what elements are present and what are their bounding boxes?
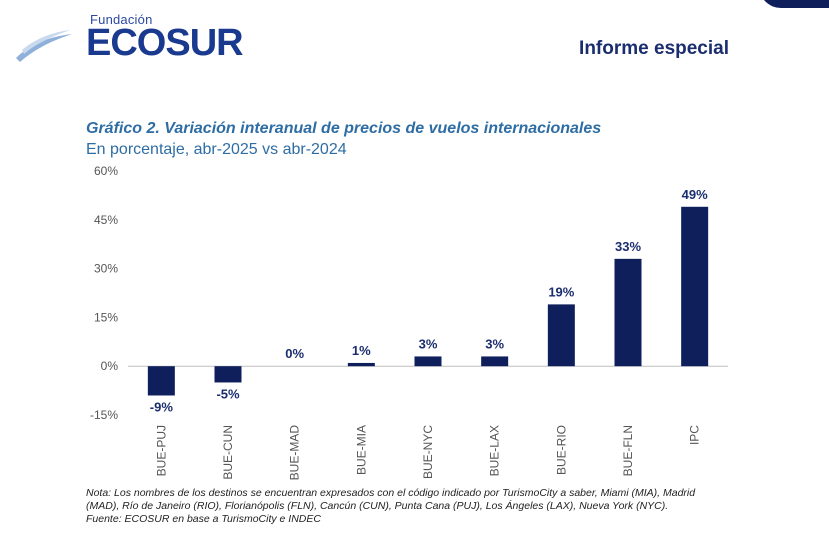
logo-main-text: ECOSUR: [86, 22, 244, 64]
chart-notes: Nota: Los nombres de los destinos se enc…: [86, 487, 706, 526]
report-label: Informe especial: [579, 38, 729, 59]
corner-decoration: [759, 0, 829, 8]
data-label: -9%: [150, 399, 174, 414]
bar: [614, 258, 642, 367]
y-tick-label: 45%: [94, 213, 118, 227]
x-tick-label: BUE-PUJ: [154, 425, 168, 476]
y-tick-label: 0%: [101, 359, 119, 373]
bar: [681, 206, 709, 367]
data-label: 19%: [548, 284, 574, 299]
bar: [481, 356, 509, 367]
y-tick-label: -15%: [90, 408, 118, 422]
bar: [414, 356, 442, 367]
ecosur-logo: Fundación ECOSUR: [14, 8, 244, 68]
bar: [214, 366, 242, 383]
x-tick-label: BUE-NYC: [421, 425, 435, 479]
note-text: Nota: Los nombres de los destinos se enc…: [86, 487, 696, 512]
data-label: 3%: [485, 336, 504, 351]
x-tick-label: BUE-RIO: [554, 425, 568, 475]
data-label: 3%: [419, 336, 438, 351]
chart-subtitle: En porcentaje, abr-2025 vs abr-2024: [86, 141, 347, 158]
source-text: Fuente: ECOSUR en base a TurismoCity e I…: [86, 513, 321, 525]
y-tick-label: 60%: [94, 164, 118, 178]
bar: [347, 362, 375, 367]
x-tick-label: BUE-MAD: [288, 425, 302, 481]
y-tick-label: 15%: [94, 310, 118, 324]
x-tick-label: BUE-FLN: [621, 425, 635, 476]
chart-title: Gráfico 2. Variación interanual de preci…: [86, 120, 602, 137]
data-label: 33%: [615, 239, 641, 254]
data-label: 49%: [682, 187, 708, 202]
x-tick-label: IPC: [688, 425, 702, 445]
bar: [147, 366, 175, 396]
x-tick-label: BUE-CUN: [221, 425, 235, 480]
x-tick-label: BUE-LAX: [488, 425, 502, 476]
data-label: 0%: [285, 346, 304, 361]
logo-small-text: Fundación: [90, 12, 153, 27]
y-tick-label: 30%: [94, 262, 118, 276]
bar-chart: -15% 0% 15% 30% 45% 60% -9% BUE-PUJ -5% BUE-CUN 0%…: [90, 164, 728, 481]
logo-swoosh-icon: [16, 30, 72, 62]
data-label: -5%: [216, 386, 240, 401]
data-label: 1%: [352, 343, 371, 358]
bar: [547, 304, 575, 367]
x-tick-label: BUE-MIA: [354, 425, 368, 475]
